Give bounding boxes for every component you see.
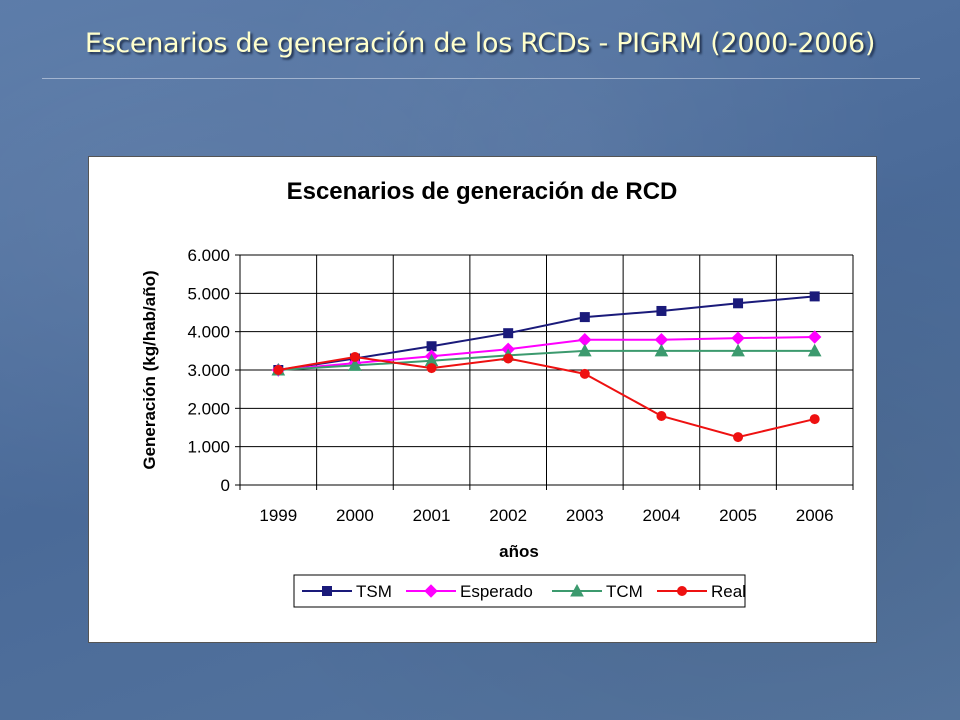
x-tick-label: 2004: [643, 506, 681, 525]
x-tick-label: 2003: [566, 506, 604, 525]
series-line-tsm: [278, 295, 815, 371]
y-axis-label: Generación (kg/hab/año): [140, 270, 159, 469]
series-line-real: [278, 355, 815, 439]
data-point-real: [579, 368, 590, 379]
x-tick-label: 2000: [336, 506, 374, 525]
data-point-real: [656, 411, 667, 421]
chart-series: [271, 291, 822, 443]
data-point-esperado: [807, 330, 822, 344]
data-point-real: [426, 363, 437, 374]
y-tick-label: 3.000: [187, 361, 230, 380]
line-chart: Escenarios de generación de RCD 0 1.000 2.…: [140, 178, 854, 608]
y-axis-ticks: 0 1.000 2.000 3.000 4.000 5.000 6.000: [187, 246, 230, 495]
x-tick-label: 2005: [719, 506, 757, 525]
y-tick-label: 1.000: [187, 438, 230, 457]
data-point-real: [809, 414, 820, 425]
data-point-tsm: [733, 298, 744, 309]
data-point-real: [503, 353, 514, 364]
legend-marker-real: [677, 586, 687, 596]
data-point-tcm: [348, 358, 362, 371]
data-point-tsm: [656, 305, 667, 316]
x-tick-label: 2002: [489, 506, 527, 525]
chart-legend: TSM Esperado TCM Real: [293, 574, 746, 608]
x-tick-label: 2006: [796, 506, 834, 525]
y-tick-label: 0: [221, 476, 230, 495]
data-point-tsm: [809, 291, 820, 302]
data-point-tsm: [426, 341, 437, 352]
data-point-real: [733, 432, 744, 443]
legend-item-tsm: TSM: [302, 582, 392, 601]
data-point-real: [273, 365, 284, 375]
slide-title: Escenarios de generación de los RCDs - P…: [84, 28, 876, 59]
data-point-tcm: [731, 343, 745, 357]
x-axis-label: años: [499, 542, 539, 561]
x-axis-ticks: 1999 2000 2001 2002 2003 2004 2005 2006: [259, 506, 833, 525]
legend-label-real: Real: [711, 582, 746, 601]
data-point-tcm: [807, 343, 822, 357]
legend-label-tcm: TCM: [606, 582, 643, 601]
data-point-tsm: [503, 328, 514, 339]
title-divider: [42, 78, 920, 79]
chart-title: Escenarios de generación de RCD: [287, 178, 678, 205]
data-point-tcm: [654, 343, 669, 357]
legend-item-tcm: TCM: [552, 582, 643, 601]
legend-marker-tcm: [570, 583, 584, 597]
y-tick-label: 2.000: [187, 399, 230, 418]
data-point-real: [349, 351, 360, 362]
y-tick-label: 6.000: [187, 246, 230, 265]
legend-marker-tsm: [322, 586, 332, 596]
legend-label-esperado: Esperado: [460, 582, 533, 601]
legend-marker-esperado: [424, 584, 438, 598]
y-tick-label: 5.000: [187, 284, 230, 303]
data-point-tsm: [579, 312, 590, 323]
x-tick-label: 2001: [413, 506, 451, 525]
series-real: [273, 351, 820, 443]
series-line-esperado: [278, 336, 815, 371]
legend-label-tsm: TSM: [356, 582, 392, 601]
chart-grid: [240, 254, 854, 485]
chart-frame: Escenarios de generación de RCD 0 1.000 2.…: [88, 156, 877, 643]
y-tick-label: 4.000: [187, 323, 230, 342]
x-tick-label: 1999: [259, 506, 297, 525]
chart-axes: [235, 254, 854, 490]
legend-item-esperado: Esperado: [406, 582, 533, 601]
legend-item-real: Real: [657, 582, 746, 601]
data-point-esperado: [731, 331, 745, 345]
series-line-tcm: [278, 349, 815, 371]
data-point-tcm: [577, 343, 592, 357]
